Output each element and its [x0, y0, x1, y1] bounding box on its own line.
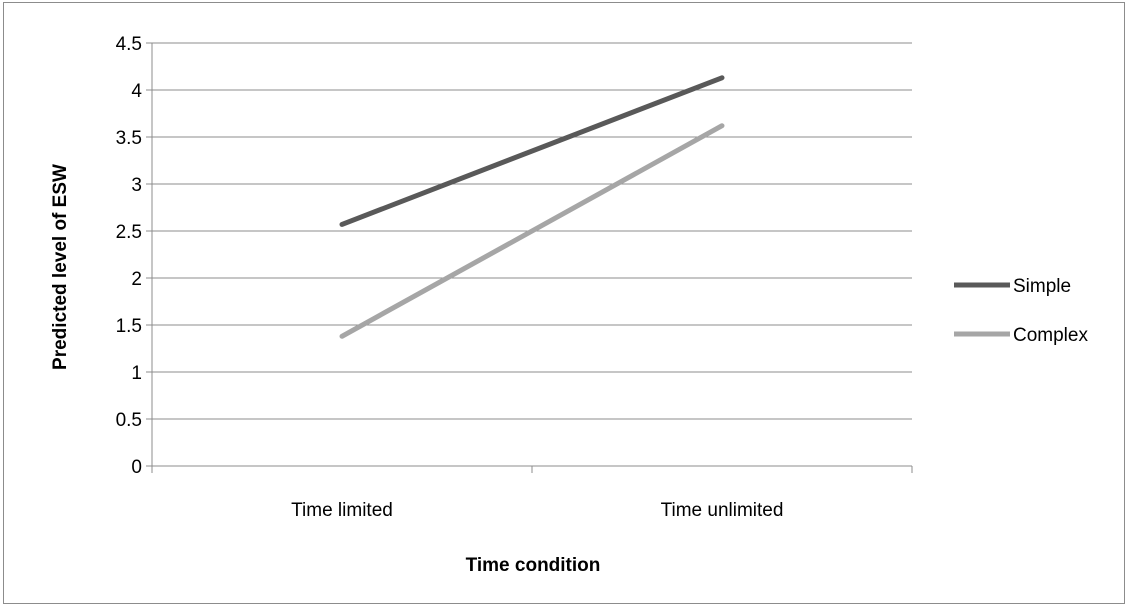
series-line-complex	[339, 123, 725, 339]
y-tick-label: 2	[131, 269, 142, 290]
y-axis-title: Predicted level of ESW	[50, 164, 71, 370]
x-tick-label: Time limited	[291, 500, 393, 521]
series-line-simple	[339, 75, 725, 227]
chart-frame	[3, 2, 1125, 604]
y-tick-label: 1.5	[116, 316, 142, 337]
gridlines	[152, 42, 912, 420]
y-tick-label: 3	[131, 175, 142, 196]
tick-labels: 0 0.5 1 1.5 2 2.5 3 3.5 4 4.5 Time limited Time unl…	[116, 34, 784, 521]
x-tick-label: Time unlimited	[661, 500, 784, 521]
y-tick-label: 4	[131, 81, 142, 102]
y-tick-label: 0.5	[116, 410, 142, 431]
series-lines	[339, 75, 725, 339]
axes	[146, 42, 913, 473]
y-tick-label: 0	[131, 457, 142, 478]
y-tick-label: 4.5	[116, 34, 142, 55]
y-tick-label: 3.5	[116, 128, 142, 149]
legend-label-simple: Simple	[1013, 276, 1071, 297]
legend: Simple Complex	[954, 276, 1088, 346]
y-tick-label: 1	[131, 363, 142, 384]
y-tick-label: 2.5	[116, 222, 142, 243]
legend-label-complex: Complex	[1013, 325, 1088, 346]
x-axis-title: Time condition	[466, 555, 601, 576]
